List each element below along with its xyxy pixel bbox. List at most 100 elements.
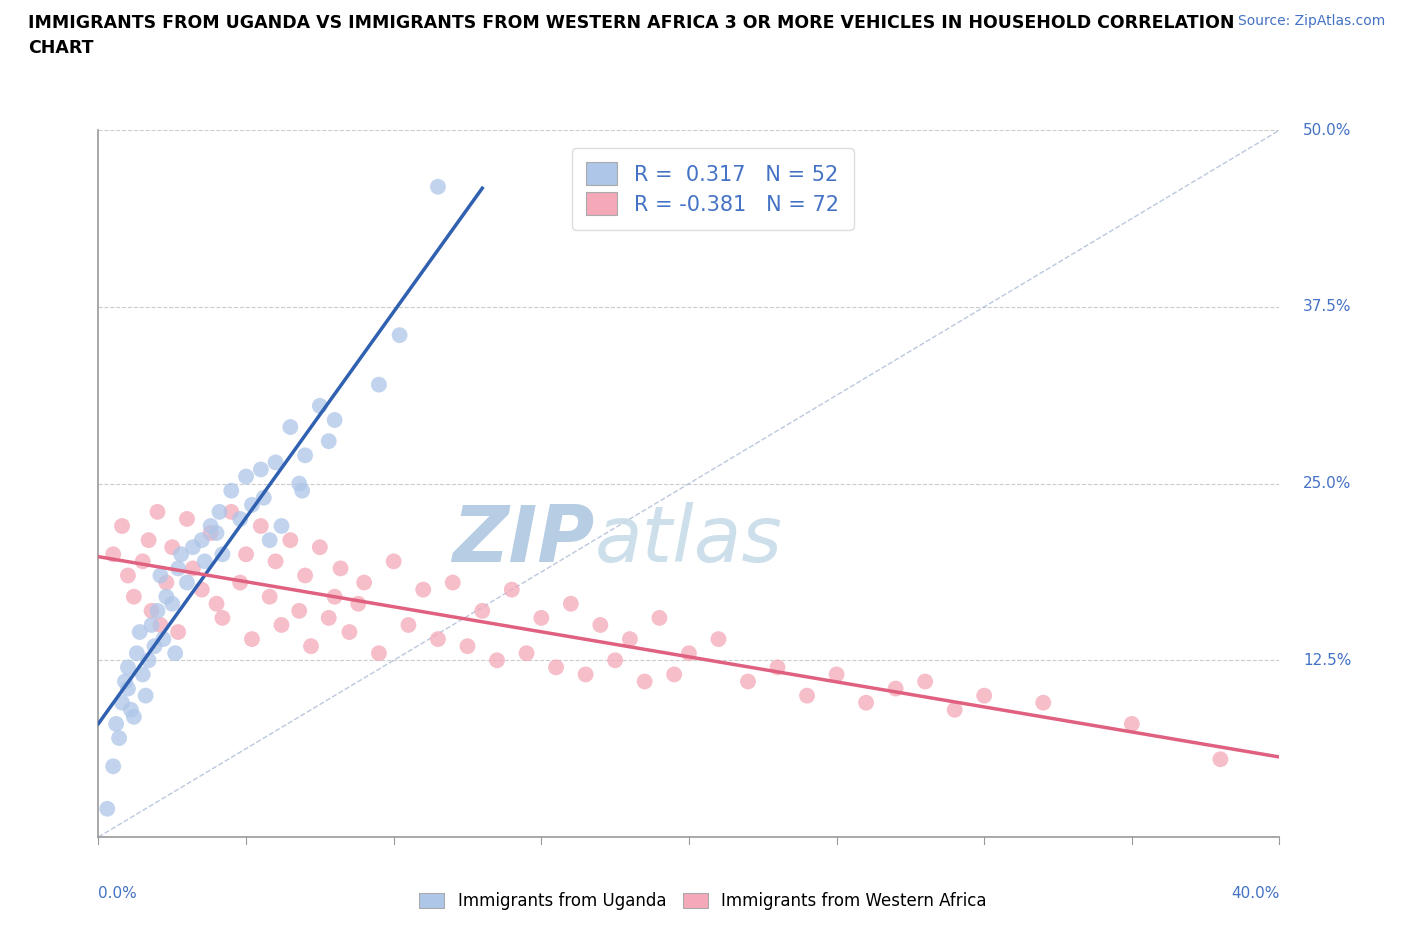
Point bbox=[707, 631, 730, 646]
Point bbox=[486, 653, 509, 668]
Point bbox=[111, 696, 134, 711]
Point bbox=[141, 604, 163, 618]
Point bbox=[162, 596, 183, 611]
Text: ZIP: ZIP bbox=[453, 502, 595, 578]
Point bbox=[181, 539, 204, 554]
Point bbox=[219, 484, 243, 498]
Point bbox=[264, 554, 287, 569]
Point bbox=[208, 504, 231, 519]
Point bbox=[240, 631, 263, 646]
Point bbox=[427, 631, 450, 646]
Point bbox=[128, 625, 150, 640]
Point bbox=[323, 590, 346, 604]
Point bbox=[973, 688, 995, 703]
Point bbox=[194, 554, 217, 569]
Point bbox=[1032, 696, 1054, 711]
Point bbox=[138, 653, 160, 668]
Point bbox=[382, 554, 405, 569]
Point bbox=[288, 604, 311, 618]
Point bbox=[122, 590, 145, 604]
Point bbox=[664, 667, 686, 682]
Legend: R =  0.317   N = 52, R = -0.381   N = 72: R = 0.317 N = 52, R = -0.381 N = 72 bbox=[571, 148, 853, 230]
Point bbox=[132, 554, 155, 569]
Point bbox=[294, 448, 316, 463]
Point bbox=[191, 533, 214, 548]
Point bbox=[309, 539, 332, 554]
Point bbox=[103, 547, 125, 562]
Point bbox=[167, 561, 190, 576]
Point bbox=[796, 688, 818, 703]
Point bbox=[318, 610, 340, 625]
Point bbox=[278, 419, 302, 434]
Point bbox=[122, 710, 145, 724]
Legend: Immigrants from Uganda, Immigrants from Western Africa: Immigrants from Uganda, Immigrants from … bbox=[413, 885, 993, 917]
Point bbox=[605, 653, 627, 668]
Point bbox=[200, 525, 222, 540]
Text: 3 or more Vehicles in Household: 3 or more Vehicles in Household bbox=[0, 365, 3, 602]
Point bbox=[318, 433, 340, 448]
Point bbox=[250, 519, 273, 534]
Point bbox=[337, 625, 360, 640]
Point bbox=[105, 716, 128, 731]
Point bbox=[205, 525, 228, 540]
Point bbox=[456, 639, 478, 654]
Point bbox=[181, 561, 204, 576]
Text: IMMIGRANTS FROM UGANDA VS IMMIGRANTS FROM WESTERN AFRICA 3 OR MORE VEHICLES IN H: IMMIGRANTS FROM UGANDA VS IMMIGRANTS FRO… bbox=[28, 14, 1234, 32]
Text: 0.0%: 0.0% bbox=[98, 886, 138, 901]
Text: CHART: CHART bbox=[28, 39, 94, 57]
Point bbox=[211, 610, 233, 625]
Point bbox=[162, 539, 183, 554]
Point bbox=[149, 568, 172, 583]
Point bbox=[943, 702, 966, 717]
Point bbox=[155, 590, 177, 604]
Point bbox=[309, 398, 332, 413]
Text: 50.0%: 50.0% bbox=[1303, 123, 1351, 138]
Point bbox=[152, 631, 174, 646]
Point bbox=[155, 575, 177, 590]
Point bbox=[766, 660, 789, 675]
Point bbox=[299, 639, 322, 654]
Point bbox=[347, 596, 370, 611]
Text: 40.0%: 40.0% bbox=[1232, 886, 1279, 901]
Point bbox=[291, 484, 314, 498]
Point bbox=[114, 674, 136, 689]
Point bbox=[176, 575, 198, 590]
Point bbox=[117, 660, 139, 675]
Point bbox=[471, 604, 494, 618]
Point bbox=[117, 568, 139, 583]
Point bbox=[501, 582, 523, 597]
Point bbox=[205, 596, 228, 611]
Point bbox=[141, 618, 163, 632]
Point bbox=[1209, 751, 1232, 766]
Point bbox=[117, 681, 139, 696]
Point bbox=[855, 696, 877, 711]
Point bbox=[259, 533, 281, 548]
Point bbox=[219, 504, 243, 519]
Point bbox=[329, 561, 352, 576]
Point bbox=[633, 674, 655, 689]
Point bbox=[111, 519, 134, 534]
Point bbox=[191, 582, 214, 597]
Point bbox=[368, 645, 391, 660]
Point bbox=[235, 469, 257, 484]
Point bbox=[143, 639, 166, 654]
Point bbox=[914, 674, 936, 689]
Point bbox=[125, 645, 148, 660]
Text: 25.0%: 25.0% bbox=[1303, 476, 1351, 491]
Point bbox=[288, 476, 311, 491]
Point bbox=[589, 618, 612, 632]
Point bbox=[264, 455, 287, 470]
Point bbox=[825, 667, 848, 682]
Text: 12.5%: 12.5% bbox=[1303, 653, 1351, 668]
Text: 37.5%: 37.5% bbox=[1303, 299, 1351, 314]
Point bbox=[229, 575, 252, 590]
Point bbox=[170, 547, 193, 562]
Point bbox=[149, 618, 172, 632]
Point bbox=[108, 731, 131, 746]
Point bbox=[678, 645, 700, 660]
Point bbox=[132, 667, 155, 682]
Point bbox=[648, 610, 671, 625]
Point bbox=[200, 519, 222, 534]
Point bbox=[146, 504, 169, 519]
Point bbox=[574, 667, 596, 682]
